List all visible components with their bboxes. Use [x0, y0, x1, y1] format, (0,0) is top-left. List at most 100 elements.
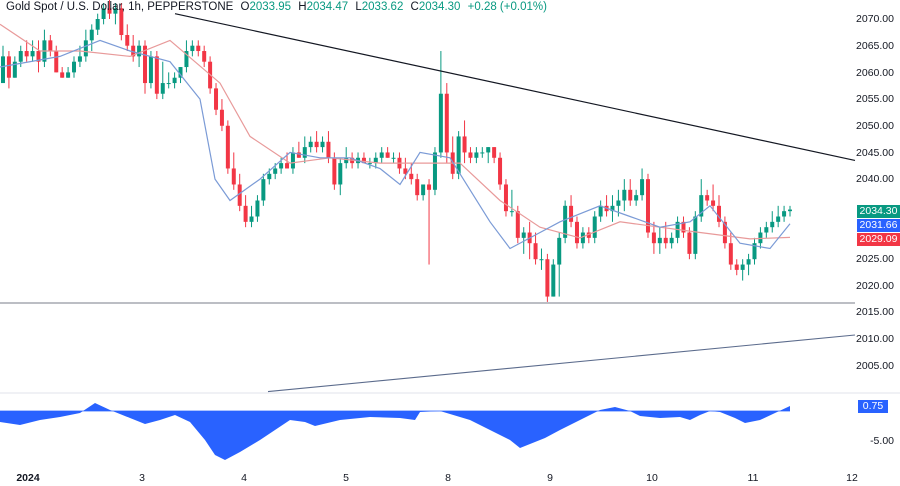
candle-body	[716, 205, 721, 222]
symbol-title[interactable]: Gold Spot / U.S. Dollar, 1h, PEPPERSTONE	[6, 1, 234, 13]
candle-body	[515, 211, 520, 238]
candle-body	[249, 216, 254, 222]
oscillator-area	[0, 403, 790, 460]
close-value: 2034.30	[418, 1, 461, 13]
change-value: +0.28 (+0.01%)	[467, 1, 547, 13]
candle-body	[60, 72, 65, 78]
candle-body	[509, 211, 514, 213]
candle-body	[788, 209, 792, 212]
candle-body	[89, 29, 94, 41]
candle-body	[634, 195, 639, 201]
price-tick: 2045.00	[856, 147, 894, 159]
price-tick: 2020.00	[856, 280, 894, 292]
candle-body	[415, 179, 420, 196]
candle-body	[551, 264, 556, 297]
candle-body	[533, 243, 538, 260]
time-tick: 12	[846, 472, 858, 484]
candle-body	[598, 205, 603, 217]
candle-body	[622, 189, 627, 201]
high-label: H	[298, 1, 307, 13]
candle-body	[498, 157, 503, 185]
close-label: C	[410, 1, 419, 13]
candle-body	[580, 232, 585, 244]
candle-body	[687, 232, 692, 254]
candle-body	[1, 56, 5, 84]
candle-body	[480, 152, 485, 154]
descending-trendline[interactable]	[174, 13, 856, 162]
candle-body	[314, 141, 319, 148]
candle-body	[54, 51, 59, 73]
candle-body	[574, 221, 579, 244]
open-label: O	[240, 1, 250, 13]
candle-body	[521, 232, 526, 238]
price-tick: 2015.00	[856, 306, 894, 318]
candle-body	[432, 152, 437, 190]
slow-ma-price-tag: 2029.09	[857, 233, 900, 246]
candle-body	[628, 189, 633, 201]
candle-body	[154, 56, 159, 94]
candle-body	[539, 259, 544, 261]
last-price-tag: 2034.30	[857, 205, 900, 218]
candle-body	[237, 184, 242, 206]
candle-body	[320, 141, 325, 148]
time-tick: 5	[343, 472, 349, 484]
candle-body	[391, 157, 396, 159]
candle-body	[12, 61, 17, 78]
candle-body	[770, 221, 775, 228]
low-value: 2033.62	[361, 1, 404, 13]
candle-body	[557, 237, 562, 265]
candle-body	[196, 45, 201, 52]
ascending-trendline[interactable]	[267, 334, 856, 393]
candle-body	[308, 141, 313, 148]
candle-body	[616, 200, 621, 206]
candle-body	[160, 83, 165, 94]
candle-body	[225, 125, 230, 169]
candle-body	[586, 232, 591, 238]
price-tick: 2040.00	[856, 173, 894, 185]
candle-body	[705, 195, 710, 201]
candle-body	[610, 205, 615, 212]
candle-body	[148, 56, 153, 84]
candle-body	[367, 163, 372, 165]
time-tick: 8	[445, 472, 451, 484]
candle-body	[344, 157, 349, 164]
candle-body	[758, 232, 763, 244]
candle-body	[190, 45, 195, 52]
candle-body	[119, 8, 124, 36]
high-value: 2034.47	[306, 1, 349, 13]
candle-body	[569, 205, 574, 222]
price-tick: 2050.00	[856, 120, 894, 132]
candle-body	[24, 51, 29, 57]
candle-body	[107, 8, 112, 14]
candle-body	[72, 61, 77, 73]
candle-body	[379, 152, 384, 158]
candle-body	[273, 168, 278, 174]
candle-body	[243, 205, 248, 222]
candle-body	[444, 93, 449, 153]
candle-body	[261, 179, 266, 201]
candle-body	[711, 200, 716, 206]
candle-body	[95, 19, 100, 30]
candle-body	[77, 56, 82, 62]
price-tick: 2055.00	[856, 93, 894, 105]
candle-body	[48, 40, 53, 52]
price-tick: 2005.00	[856, 360, 894, 372]
candle-body	[6, 56, 11, 78]
candle-body	[492, 147, 497, 158]
candle-body	[468, 152, 473, 158]
candle-body	[403, 168, 408, 174]
candle-body	[184, 51, 189, 68]
candle-body	[681, 221, 686, 233]
candle-body	[734, 264, 739, 270]
candle-body	[722, 221, 727, 244]
fast-ma-price-tag: 2031.66	[857, 219, 900, 232]
candle-body	[782, 211, 787, 217]
time-tick: 11	[747, 472, 759, 484]
candle-body	[178, 67, 183, 78]
slow-moving-average-line	[0, 23, 791, 240]
candle-body	[285, 163, 290, 169]
candle-body	[302, 147, 307, 158]
candle-body	[474, 152, 479, 158]
oscillator-tick: -5.00	[870, 435, 894, 447]
